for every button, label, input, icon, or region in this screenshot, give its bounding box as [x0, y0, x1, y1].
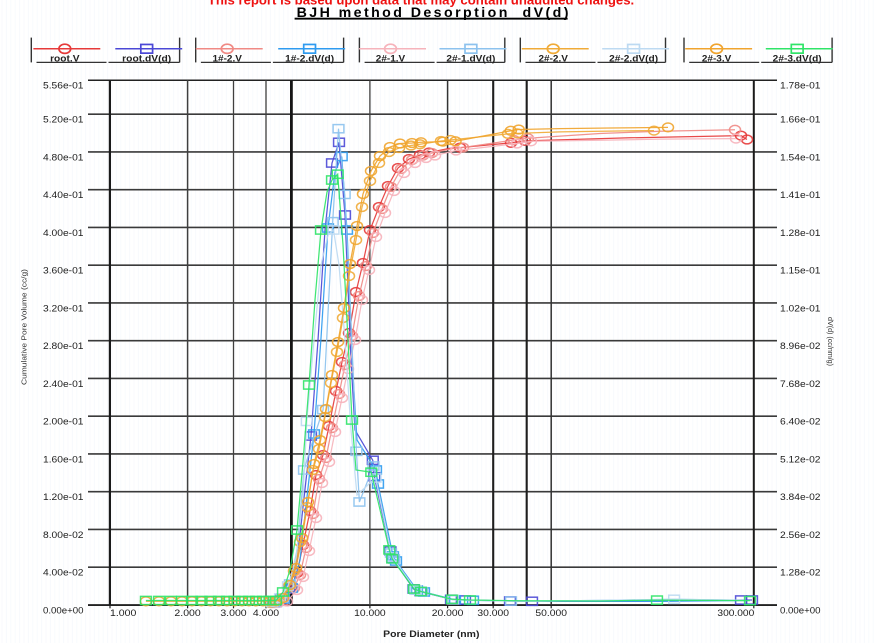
svg-text:1.20e-01: 1.20e-01 — [43, 491, 84, 502]
svg-text:3.20e-01: 3.20e-01 — [43, 302, 84, 313]
svg-text:BJH method Desorption dV(d): BJH method Desorption dV(d) — [297, 5, 571, 21]
svg-text:8.00e-02: 8.00e-02 — [43, 529, 84, 540]
svg-text:2.00e-01: 2.00e-01 — [43, 416, 84, 427]
svg-text:4.80e-01: 4.80e-01 — [43, 151, 84, 162]
svg-text:4.00e-02: 4.00e-02 — [43, 567, 84, 578]
svg-text:1.000: 1.000 — [110, 608, 136, 618]
svg-text:2#-3.dV(d): 2#-3.dV(d) — [773, 54, 822, 64]
svg-text:2.80e-01: 2.80e-01 — [43, 340, 84, 351]
svg-text:2#-1.V: 2#-1.V — [376, 54, 406, 64]
svg-text:Cumulative Pore Volume (cc/g): Cumulative Pore Volume (cc/g) — [20, 269, 29, 385]
svg-text:5.12e-02: 5.12e-02 — [780, 453, 821, 464]
svg-text:dV(d) (cc/nm/g): dV(d) (cc/nm/g) — [826, 317, 835, 366]
svg-text:6.40e-02: 6.40e-02 — [780, 416, 821, 427]
svg-text:5.56e-01: 5.56e-01 — [43, 80, 84, 91]
svg-text:This report is based upon data: This report is based upon data that may … — [208, 0, 634, 7]
svg-text:50.000: 50.000 — [535, 608, 567, 618]
svg-text:0.00e+00: 0.00e+00 — [43, 605, 84, 616]
svg-text:1.66e-01: 1.66e-01 — [780, 114, 821, 125]
svg-text:30.000: 30.000 — [477, 608, 509, 618]
svg-text:Pore Diameter (nm): Pore Diameter (nm) — [383, 629, 479, 639]
svg-text:4.40e-01: 4.40e-01 — [43, 189, 84, 200]
svg-text:3.000: 3.000 — [220, 608, 246, 618]
svg-text:2.40e-01: 2.40e-01 — [43, 378, 84, 389]
svg-text:2#-1.dV(d): 2#-1.dV(d) — [446, 54, 495, 64]
svg-text:1.28e-01: 1.28e-01 — [780, 227, 821, 238]
svg-text:1.78e-01: 1.78e-01 — [780, 80, 821, 91]
svg-text:3.60e-01: 3.60e-01 — [43, 265, 84, 276]
svg-text:1.54e-01: 1.54e-01 — [780, 151, 821, 162]
svg-text:1#-2.V: 1#-2.V — [213, 54, 243, 64]
svg-text:1#-2.dV(d): 1#-2.dV(d) — [285, 54, 334, 64]
svg-text:10.000: 10.000 — [354, 608, 386, 618]
svg-text:20.000: 20.000 — [432, 608, 464, 618]
svg-text:1.41e-01: 1.41e-01 — [780, 189, 821, 200]
svg-text:root.V: root.V — [50, 54, 80, 64]
svg-text:8.96e-02: 8.96e-02 — [780, 340, 821, 351]
svg-text:2#-2.dV(d): 2#-2.dV(d) — [609, 54, 658, 64]
svg-text:3.84e-02: 3.84e-02 — [780, 491, 821, 502]
svg-text:5.20e-01: 5.20e-01 — [43, 114, 84, 125]
svg-text:2.56e-02: 2.56e-02 — [780, 529, 821, 540]
svg-text:1.15e-01: 1.15e-01 — [780, 265, 821, 276]
svg-text:7.68e-02: 7.68e-02 — [780, 378, 821, 389]
svg-text:2#-2.V: 2#-2.V — [539, 54, 569, 64]
svg-text:300.000: 300.000 — [717, 608, 754, 618]
svg-text:2#-3.V: 2#-3.V — [702, 54, 732, 64]
svg-text:root.dV(d): root.dV(d) — [122, 54, 171, 64]
svg-text:0.00e+00: 0.00e+00 — [780, 605, 821, 616]
svg-text:1.60e-01: 1.60e-01 — [43, 453, 84, 464]
svg-text:1.02e-01: 1.02e-01 — [780, 302, 821, 313]
svg-text:2.000: 2.000 — [174, 608, 200, 618]
svg-text:4.00e-01: 4.00e-01 — [43, 227, 84, 238]
svg-text:1.28e-02: 1.28e-02 — [780, 567, 821, 578]
svg-text:4.000: 4.000 — [253, 608, 279, 618]
